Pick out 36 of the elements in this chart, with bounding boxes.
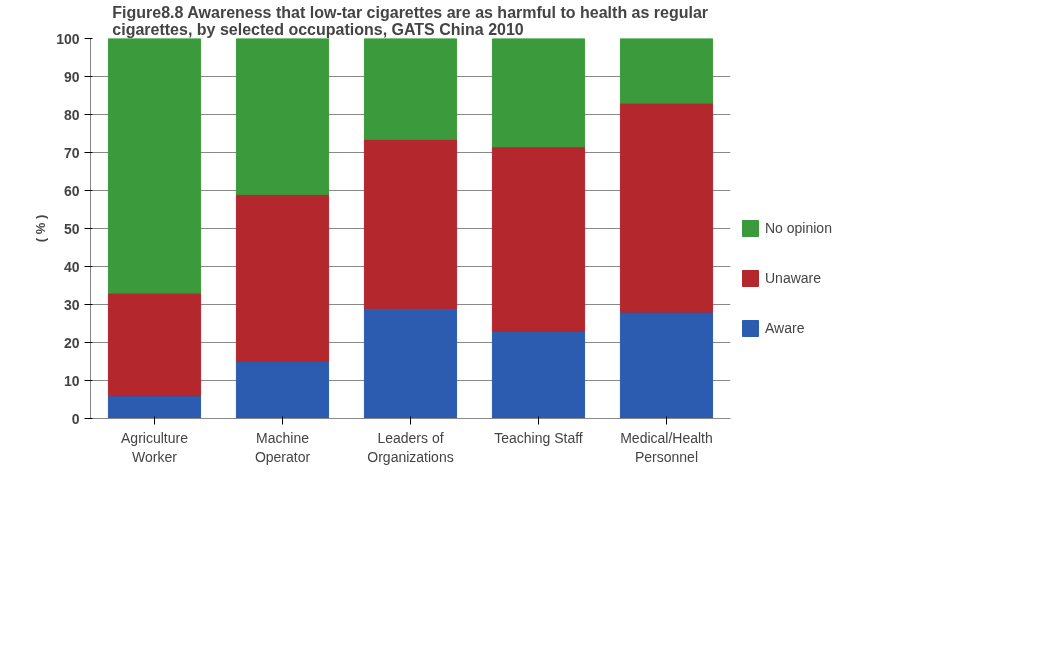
y-axis-title: ( % ) <box>33 214 49 243</box>
x-tick-label: Agriculture Worker <box>121 429 189 465</box>
bar <box>491 330 586 419</box>
y-tick-label: 50 <box>63 220 80 237</box>
y-tick-label: 0 <box>71 410 80 427</box>
x-tick-label: Leaders of Organizations <box>367 429 454 465</box>
x-tick-label: Medical/Health Personnel <box>620 429 713 465</box>
chart-title: Figure8.8 Awareness that low-tar cigarettes are as harmful to health as regular cigarettes, by selected occupations, GATS China 2010 <box>112 3 709 38</box>
bar <box>363 38 458 140</box>
legend-label: Unaware <box>765 270 822 286</box>
legend-label: Aware <box>765 320 805 336</box>
bar <box>235 38 330 195</box>
bar <box>235 361 330 419</box>
y-tick-label: 30 <box>63 296 80 313</box>
legend-label: No opinion <box>765 220 832 236</box>
y-tick-label: 20 <box>63 334 80 351</box>
x-tick-label: Machine Operator <box>254 429 311 465</box>
y-tick-label: 100 <box>56 30 80 47</box>
y-tick-label: 60 <box>63 182 80 199</box>
y-tick-label: 40 <box>63 258 80 275</box>
bar <box>619 102 714 313</box>
bar <box>107 292 202 397</box>
y-tick-label: 80 <box>63 106 80 123</box>
bar <box>363 138 458 309</box>
bar <box>491 146 586 332</box>
y-tick-label: 90 <box>63 68 80 85</box>
bar <box>107 395 202 419</box>
bar <box>363 307 458 419</box>
x-tick-label: Teaching Staff <box>494 429 583 446</box>
bar <box>491 38 586 148</box>
y-tick-label: 70 <box>63 144 80 161</box>
bar <box>619 38 714 104</box>
bar <box>107 38 202 294</box>
bar <box>235 193 330 362</box>
y-tick-label: 10 <box>63 372 80 389</box>
bar <box>619 311 714 419</box>
